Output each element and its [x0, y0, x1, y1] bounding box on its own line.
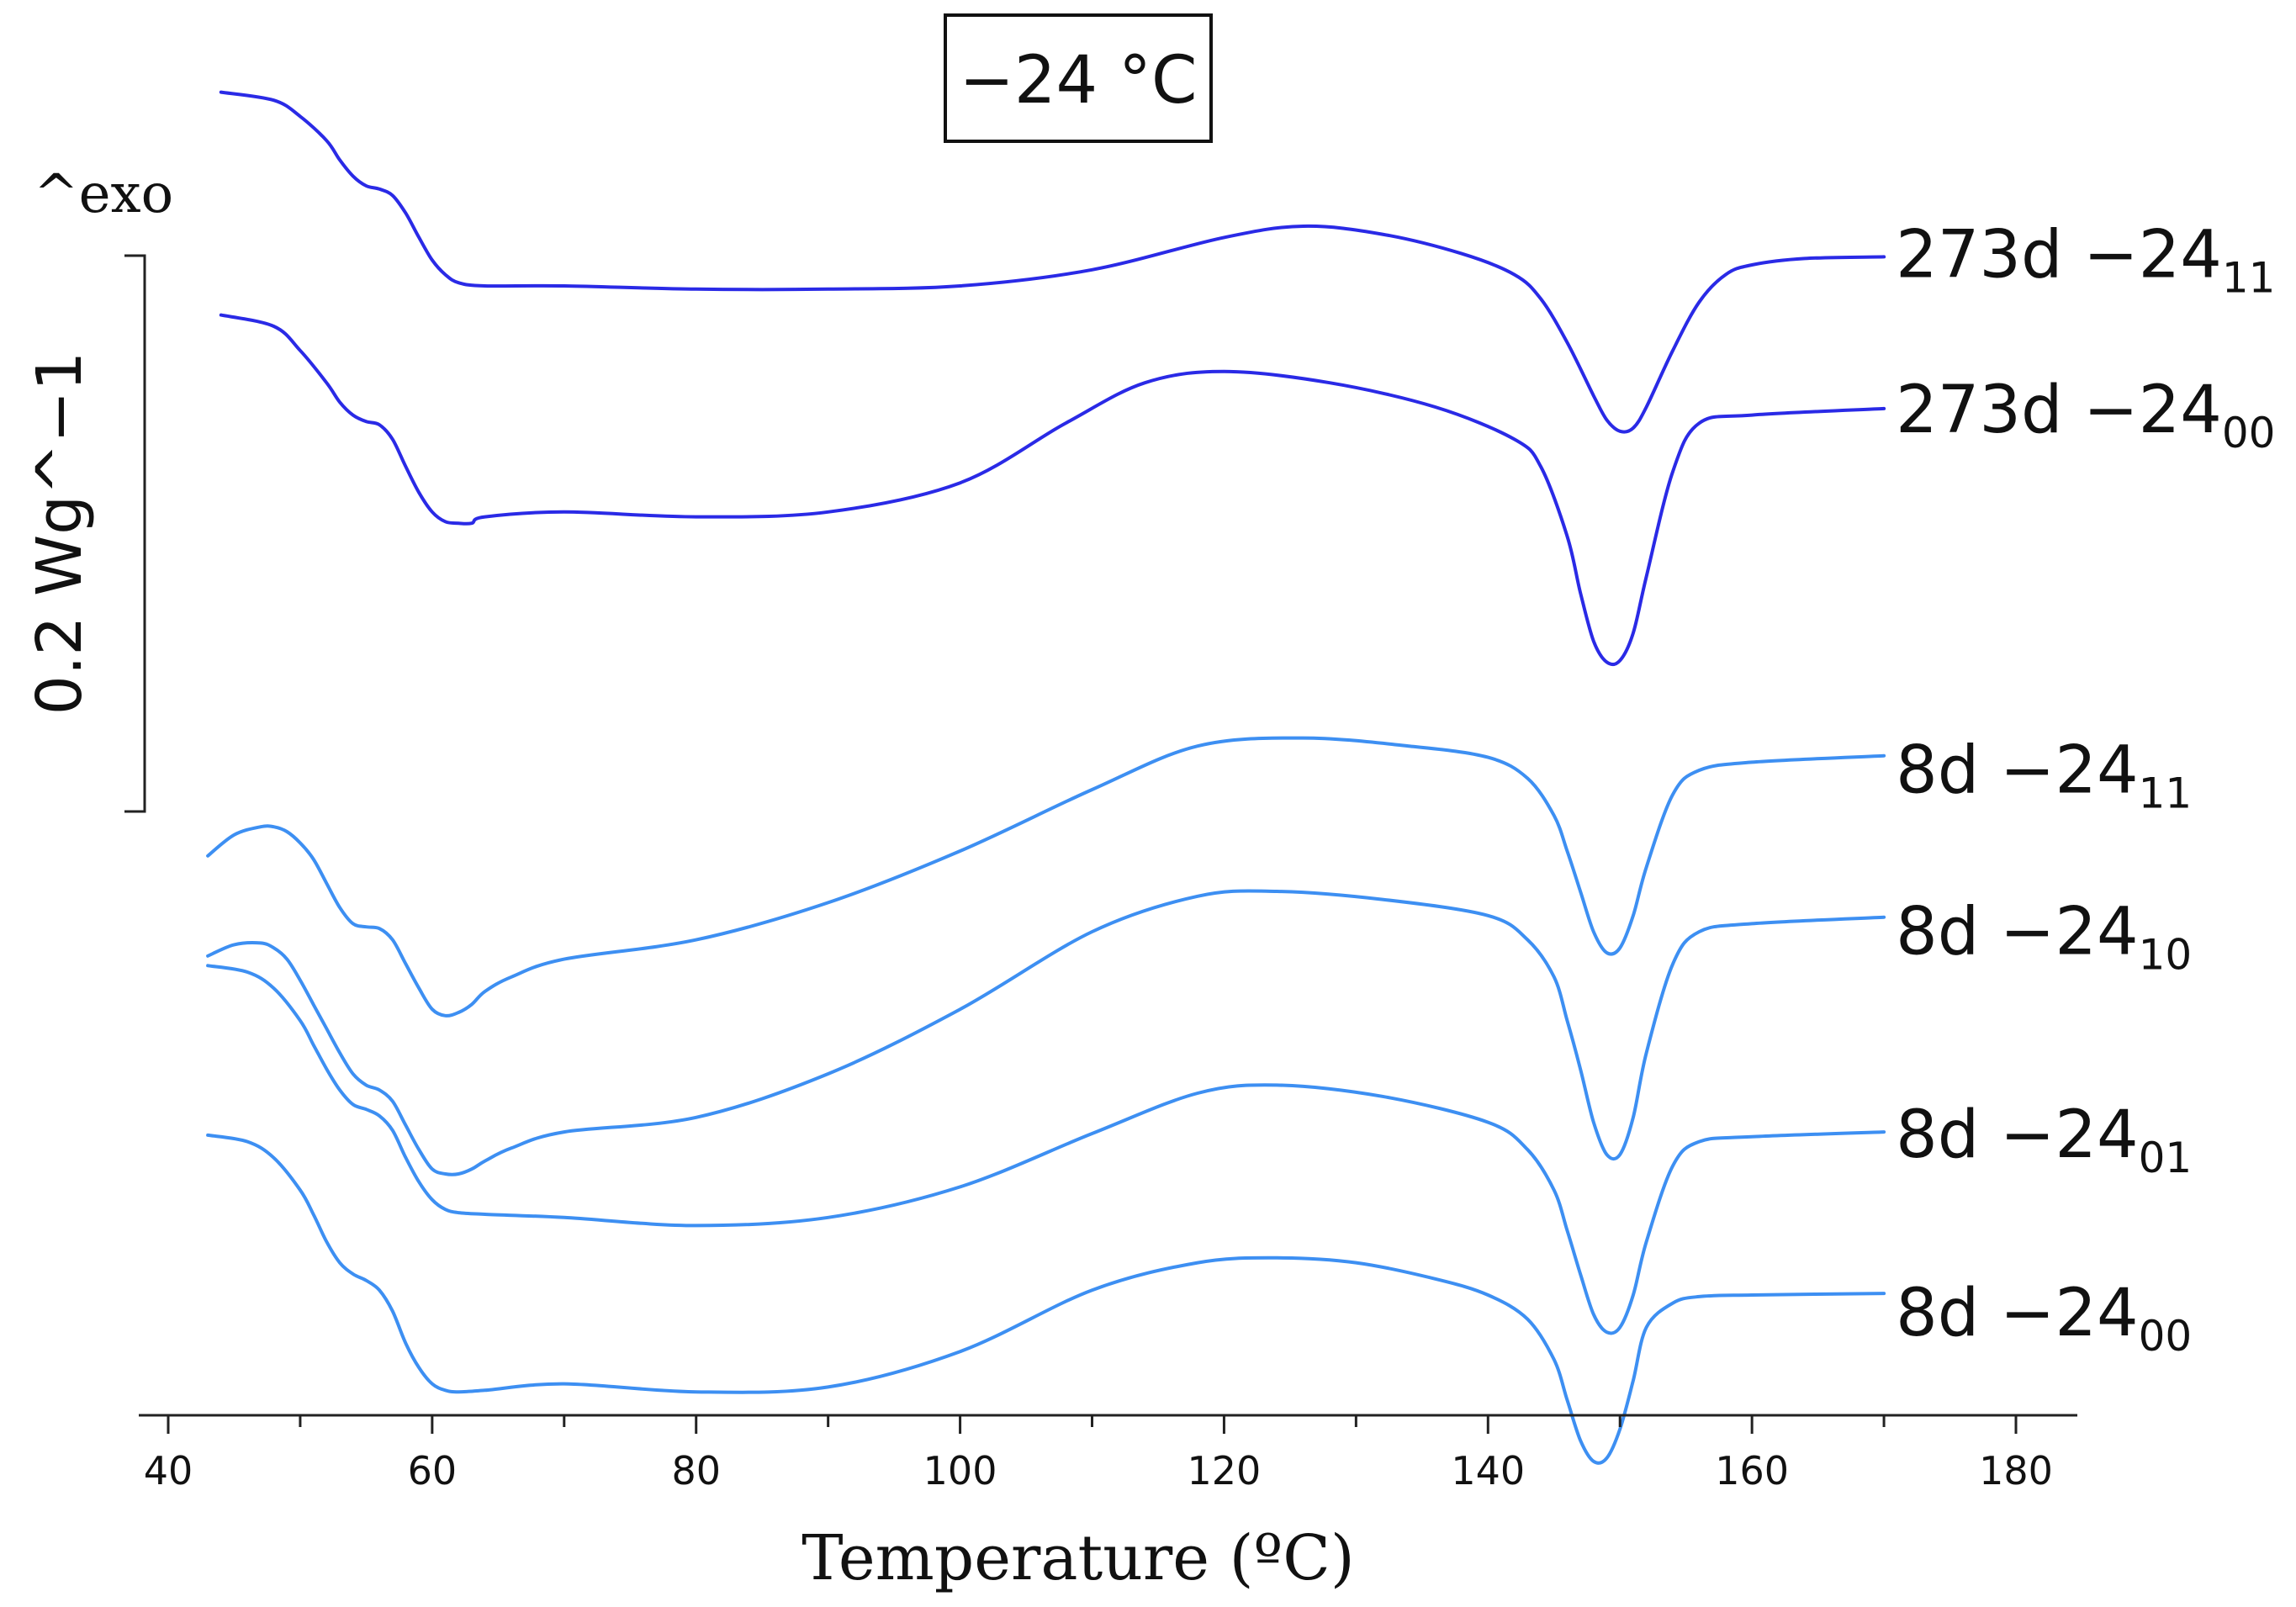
series-label-subscript: 11: [2139, 769, 2193, 818]
series-label-5: 8d −2400: [1896, 1276, 2192, 1361]
series-label-4: 8d −2401: [1896, 1097, 2192, 1182]
series-label-subscript: 00: [2222, 409, 2276, 457]
series-label-subscript: 11: [2222, 253, 2276, 302]
title-frame: [944, 13, 1213, 143]
series-label-3: 8d −2410: [1896, 895, 2192, 980]
series-label-0: 273d −2411: [1896, 217, 2275, 302]
x-tick-label: 40: [144, 1448, 193, 1493]
series-line-4: [206, 964, 1886, 1335]
x-tick-label: 120: [1188, 1448, 1262, 1493]
x-axis: 40 60 80 100 120 140 160 180: [139, 1414, 2077, 1493]
x-tick-label: 180: [1979, 1448, 2053, 1493]
chart-title-box: −24 °C: [944, 13, 1213, 143]
x-tick-label: 100: [923, 1448, 997, 1493]
exo-direction-label: ^exo: [34, 163, 173, 225]
series-label-main: 273d −24: [1896, 373, 2222, 448]
series-line-0: [219, 90, 1886, 434]
series-line-1: [219, 313, 1886, 666]
x-tick-label: 160: [1715, 1448, 1789, 1493]
series-label-main: 8d −24: [1896, 1097, 2139, 1173]
x-tick-label: 140: [1451, 1448, 1525, 1493]
series-label-subscript: 10: [2139, 931, 2193, 980]
scale-bar: [124, 254, 146, 813]
series-label-subscript: 01: [2139, 1134, 2193, 1182]
y-axis-scale-label: 0.2 Wg^−1: [24, 352, 96, 715]
chart-title: −24 °C: [960, 43, 1198, 119]
series-label-1: 273d −2400: [1896, 373, 2275, 457]
series-label-main: 8d −24: [1896, 1276, 2139, 1351]
x-tick-label: 80: [671, 1448, 721, 1493]
series-label-main: 273d −24: [1896, 217, 2222, 293]
series-label-subscript: 00: [2139, 1312, 2193, 1361]
series-line-5: [206, 1133, 1886, 1465]
x-axis-title: Temperature (ºC): [801, 1522, 1354, 1594]
x-tick-label: 60: [408, 1448, 458, 1493]
series-label-main: 8d −24: [1896, 895, 2139, 970]
series-label-2: 8d −2411: [1896, 733, 2192, 818]
series-line-3: [206, 889, 1886, 1176]
series-line-2: [206, 736, 1886, 1018]
series-curves: [206, 90, 1886, 1465]
series-label-main: 8d −24: [1896, 733, 2139, 809]
